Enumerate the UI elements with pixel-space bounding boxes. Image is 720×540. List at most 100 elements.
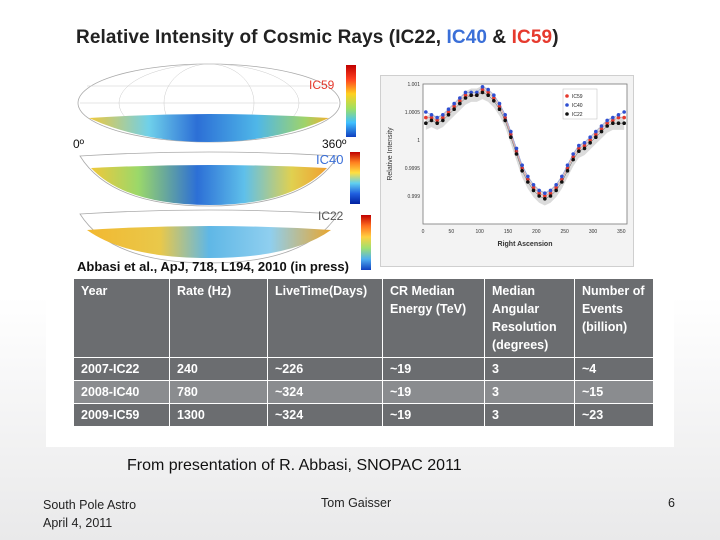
y-tick-label: 0.9995 bbox=[405, 166, 421, 172]
data-point bbox=[537, 188, 541, 193]
table-cell: 1300 bbox=[169, 403, 268, 427]
table-row: 2007-IC22 240 ~226 ~19 3 ~4 bbox=[73, 357, 654, 381]
data-point bbox=[480, 90, 485, 95]
y-tick-label: 0.999 bbox=[407, 194, 420, 200]
data-point bbox=[486, 87, 490, 92]
data-point bbox=[582, 143, 587, 148]
table-cell: 2007-IC22 bbox=[73, 357, 170, 381]
x-tick-label: 0 bbox=[422, 229, 425, 235]
data-point bbox=[543, 191, 547, 195]
data-point bbox=[509, 135, 513, 139]
data-point bbox=[594, 135, 598, 139]
table-header-row: Year Rate (Hz) LiveTime(Days) CR Median … bbox=[73, 278, 654, 358]
header-median-energy: CR Median Energy (TeV) bbox=[382, 278, 485, 358]
data-point bbox=[554, 188, 558, 193]
data-point bbox=[594, 132, 598, 137]
data-point bbox=[577, 146, 581, 151]
data-point bbox=[588, 141, 592, 145]
map-label-ic59: IC59 bbox=[309, 78, 335, 92]
data-point bbox=[424, 115, 428, 120]
data-point bbox=[531, 183, 536, 187]
data-point bbox=[424, 110, 428, 114]
header-rate: Rate (Hz) bbox=[169, 278, 268, 358]
data-point bbox=[441, 115, 445, 120]
data-point bbox=[565, 169, 570, 173]
table-cell: ~324 bbox=[267, 403, 383, 427]
table-cell: ~19 bbox=[382, 380, 485, 404]
data-point bbox=[571, 157, 575, 162]
legend-marker bbox=[565, 103, 569, 107]
skymap-ic40 bbox=[79, 151, 339, 207]
legend-label: IC22 bbox=[572, 112, 583, 118]
x-tick-label: 250 bbox=[560, 229, 569, 235]
data-point bbox=[497, 101, 502, 106]
data-point bbox=[458, 96, 462, 100]
footer-event: South Pole Astro April 4, 2011 bbox=[43, 496, 136, 532]
data-point bbox=[526, 174, 530, 179]
footer-date: April 4, 2011 bbox=[43, 516, 113, 530]
data-point bbox=[480, 85, 485, 89]
data-point bbox=[537, 191, 541, 195]
y-axis-label: Relative Intensity bbox=[387, 127, 394, 181]
table-cell: 3 bbox=[484, 403, 575, 427]
data-point bbox=[446, 107, 451, 111]
data-point bbox=[446, 113, 451, 117]
data-point bbox=[622, 110, 626, 114]
data-point bbox=[475, 93, 479, 97]
table-row: 2009-IC59 1300 ~324 ~19 3 ~23 bbox=[73, 403, 654, 427]
data-point bbox=[429, 118, 434, 123]
x-tick-label: 100 bbox=[475, 229, 484, 235]
data-point bbox=[582, 146, 587, 151]
data-point bbox=[435, 115, 439, 120]
table-cell: ~226 bbox=[267, 357, 383, 381]
data-point bbox=[611, 115, 615, 120]
table-cell: 3 bbox=[484, 380, 575, 404]
data-point bbox=[605, 124, 609, 128]
data-point bbox=[588, 138, 592, 142]
legend-marker bbox=[565, 94, 569, 98]
data-point bbox=[616, 121, 621, 125]
data-table: Year Rate (Hz) LiveTime(Days) CR Median … bbox=[73, 278, 654, 427]
data-point bbox=[452, 101, 456, 106]
data-point bbox=[492, 99, 496, 103]
page-number: 6 bbox=[668, 496, 675, 510]
data-point bbox=[503, 113, 507, 117]
x-tick-label: 350 bbox=[617, 229, 626, 235]
data-point bbox=[452, 104, 456, 109]
data-point bbox=[435, 118, 439, 123]
table-cell: ~15 bbox=[574, 380, 654, 404]
data-point bbox=[582, 141, 587, 145]
x-tick-label: 50 bbox=[449, 229, 455, 235]
data-point bbox=[594, 129, 598, 134]
data-point bbox=[463, 90, 468, 95]
data-point bbox=[435, 121, 439, 125]
table-cell: ~23 bbox=[574, 403, 654, 427]
colorbar-ic22 bbox=[361, 215, 371, 270]
table-cell: 3 bbox=[484, 357, 575, 381]
citation: Abbasi et al., ApJ, 718, L194, 2010 (in … bbox=[77, 259, 349, 274]
data-point bbox=[531, 188, 536, 193]
data-point bbox=[577, 143, 581, 148]
data-point bbox=[429, 115, 434, 120]
table-cell: 240 bbox=[169, 357, 268, 381]
data-point bbox=[543, 197, 547, 201]
data-point bbox=[616, 113, 621, 117]
data-point bbox=[577, 149, 581, 153]
skymap-ic22 bbox=[79, 209, 339, 264]
data-point bbox=[497, 107, 502, 111]
data-point bbox=[611, 121, 615, 125]
data-point bbox=[486, 90, 490, 95]
data-point bbox=[463, 93, 468, 97]
data-point bbox=[452, 107, 456, 111]
table-cell: ~19 bbox=[382, 357, 485, 381]
data-point bbox=[599, 124, 604, 128]
data-point bbox=[531, 185, 536, 190]
data-point bbox=[548, 194, 553, 198]
data-point bbox=[492, 96, 496, 100]
data-point bbox=[475, 90, 479, 95]
table-cell: ~19 bbox=[382, 403, 485, 427]
data-point bbox=[463, 96, 468, 100]
data-point bbox=[611, 118, 615, 123]
x-tick-label: 300 bbox=[589, 229, 598, 235]
x-axis-label: Right Ascension bbox=[498, 241, 553, 248]
